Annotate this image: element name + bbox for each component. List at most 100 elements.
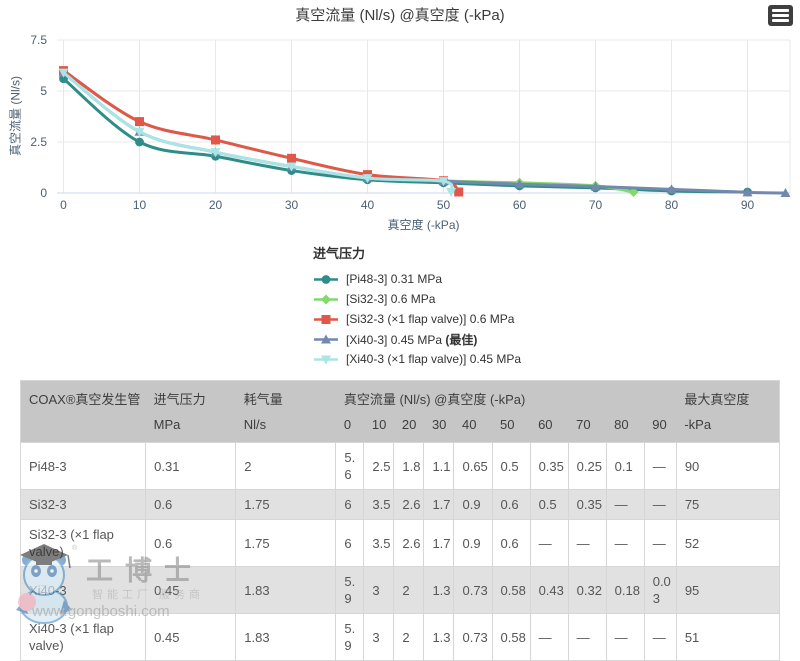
x-tick-label: 90 bbox=[741, 198, 755, 212]
series-marker[interactable] bbox=[135, 137, 144, 147]
series-line-0[interactable] bbox=[62, 77, 749, 194]
table-cell: — bbox=[529, 613, 569, 661]
table-cell: — bbox=[605, 613, 645, 661]
unit-cell-vacuum-level: 60 bbox=[530, 411, 569, 443]
table-cell: 6 bbox=[335, 489, 365, 520]
col-header-max-vacuum: 最大真空度 bbox=[676, 380, 780, 411]
table-cell: 5.9 bbox=[335, 566, 365, 614]
table-row-Si32-3: Si32-3 0.6 1.75 6 3.5 2.6 1.7 0.9 0.6 0.5 0.35— —75 bbox=[19, 489, 781, 520]
table-cell: 1.8 bbox=[393, 442, 425, 490]
table-cell: — bbox=[643, 489, 677, 520]
table-cell: 1.7 bbox=[423, 489, 455, 520]
table-cell: 0.45 bbox=[145, 613, 237, 661]
table-cell: 1.83 bbox=[235, 613, 337, 661]
unit-cell-vacuum-level: 50 bbox=[492, 411, 531, 443]
table-cell: 0.35 bbox=[567, 489, 607, 520]
table-cell: Si32-3 bbox=[19, 489, 147, 520]
vacuum-flow-chart: 真空流量 (Nl/s) @真空度 (-kPa) 0 10 20 30 40 50 60 70 8… bbox=[0, 0, 800, 236]
series-marker[interactable] bbox=[211, 135, 220, 145]
legend-item-4[interactable]: [Xi40-3 (×1 flap valve)] 0.45 MPa bbox=[313, 349, 521, 369]
table-cell: 75 bbox=[675, 489, 781, 520]
legend-item-2[interactable]: [Si32-3 (×1 flap valve)] 0.6 MPa bbox=[313, 309, 521, 329]
table-cell: 1.83 bbox=[235, 566, 337, 614]
table-cell: 1.3 bbox=[423, 566, 455, 614]
legend-title: 进气压力 bbox=[313, 246, 366, 261]
series-marker[interactable] bbox=[321, 355, 331, 364]
series-marker[interactable] bbox=[446, 187, 457, 197]
table-cell: 2 bbox=[235, 442, 337, 490]
table-cell: 0.73 bbox=[453, 613, 493, 661]
series-marker[interactable] bbox=[590, 181, 601, 191]
unit-cell-vacuum-level: 40 bbox=[453, 411, 493, 443]
series-marker[interactable] bbox=[780, 188, 791, 197]
x-tick-label: 10 bbox=[133, 198, 147, 212]
series-marker[interactable] bbox=[666, 184, 677, 194]
chart-legend: 进气压力 [Pi48-3] 0.31 MPa [Si32-3] 0.6 MPa [S… bbox=[313, 243, 521, 369]
table-cell: 3 bbox=[363, 566, 395, 614]
legend-label: [Si32-3 (×1 flap valve)] 0.6 MPa bbox=[346, 312, 515, 326]
series-marker[interactable] bbox=[134, 127, 145, 137]
x-tick-label: 50 bbox=[437, 198, 451, 212]
legend-label: [Xi40-3 (×1 flap valve)] 0.45 MPa bbox=[346, 352, 522, 366]
table-cell: 51 bbox=[675, 613, 781, 661]
table-cell: 0.43 bbox=[529, 566, 569, 614]
series-marker[interactable] bbox=[321, 294, 331, 304]
legend-item-1[interactable]: [Si32-3] 0.6 MPa bbox=[313, 289, 521, 309]
table-cell: 0.6 bbox=[491, 519, 531, 567]
table-cell: 0.32 bbox=[567, 566, 607, 614]
x-tick-label: 80 bbox=[665, 198, 679, 212]
series-marker[interactable] bbox=[286, 162, 297, 172]
series-marker[interactable] bbox=[514, 179, 525, 189]
table-cell: 3 bbox=[363, 613, 395, 661]
table-cell: — bbox=[643, 442, 677, 490]
table-cell: 0.58 bbox=[491, 613, 531, 661]
table-cell: 0.65 bbox=[453, 442, 493, 490]
legend-marker-icon bbox=[314, 294, 338, 304]
table-cell: Xi40-3 bbox=[19, 566, 147, 614]
series-marker[interactable] bbox=[287, 153, 296, 163]
series-marker[interactable] bbox=[362, 174, 373, 184]
hamburger-menu-icon[interactable] bbox=[768, 5, 793, 26]
table-cell: — bbox=[605, 519, 645, 567]
series-marker[interactable] bbox=[321, 334, 331, 343]
legend-item-3[interactable]: [Xi40-3] 0.45 MPa (最佳) bbox=[313, 329, 521, 349]
table-cell: — bbox=[567, 519, 607, 567]
series-marker[interactable] bbox=[438, 177, 449, 187]
table-cell: 0.9 bbox=[453, 519, 493, 567]
series-marker[interactable] bbox=[742, 187, 753, 197]
table-cell: 6 bbox=[335, 519, 365, 567]
table-cell: 1.7 bbox=[423, 519, 455, 567]
table-cell: 0.6 bbox=[145, 519, 237, 567]
series-marker[interactable] bbox=[321, 274, 331, 284]
table-cell: — bbox=[567, 613, 607, 661]
col-header-pressure: 进气压力 bbox=[145, 380, 236, 411]
table-header-row: COAX®真空发生管 进气压力 耗气量 真空流量 (Nl/s) @真空度 (-k… bbox=[20, 380, 780, 411]
col-header-consumption: 耗气量 bbox=[235, 380, 336, 411]
legend-items: [Pi48-3] 0.31 MPa [Si32-3] 0.6 MPa [Si32-3… bbox=[313, 269, 521, 369]
table-cell: 1.75 bbox=[235, 519, 337, 567]
y-tick-label: 5 bbox=[40, 84, 47, 98]
series-line-1[interactable] bbox=[62, 69, 635, 194]
table-row-Si32-3-1-flap-valve-: Si32-3 (×1 flap valve) 0.6 1.75 6 3.5 2.6 1.7 0… bbox=[19, 519, 781, 567]
legend-label: [Xi40-3] 0.45 MPa (最佳) bbox=[346, 332, 478, 347]
x-tick-label: 30 bbox=[285, 198, 299, 212]
col-header-flow: 真空流量 (Nl/s) @真空度 (-kPa) bbox=[335, 380, 677, 411]
series-marker[interactable] bbox=[210, 148, 221, 158]
series-marker[interactable] bbox=[321, 314, 331, 324]
table-row-Xi40-3-1-flap-valve-: Xi40-3 (×1 flap valve) 0.45 1.83 5.9 3 2 1.3 0.… bbox=[19, 613, 781, 661]
series-marker[interactable] bbox=[454, 187, 464, 197]
table-cell: — bbox=[529, 519, 569, 567]
table-cell: 1.1 bbox=[423, 442, 455, 490]
x-axis-title: 真空度 (-kPa) bbox=[387, 218, 460, 232]
table-cell: 2.6 bbox=[393, 519, 425, 567]
col-header-generator: COAX®真空发生管 bbox=[20, 380, 146, 411]
x-tick-label: 60 bbox=[513, 198, 527, 212]
table-cell: Pi48-3 bbox=[19, 442, 147, 490]
table-units-row: MPa Nl/s 0 10 20 30 40 50 60 70 80 90 -kPa bbox=[20, 411, 780, 443]
y-tick-label: 0 bbox=[40, 186, 47, 200]
legend-item-0[interactable]: [Pi48-3] 0.31 MPa bbox=[313, 269, 521, 289]
series-marker[interactable] bbox=[135, 117, 144, 127]
table-cell: 2 bbox=[393, 613, 425, 661]
legend-label: [Pi48-3] 0.31 MPa bbox=[346, 272, 443, 286]
series-marker[interactable] bbox=[58, 68, 69, 78]
